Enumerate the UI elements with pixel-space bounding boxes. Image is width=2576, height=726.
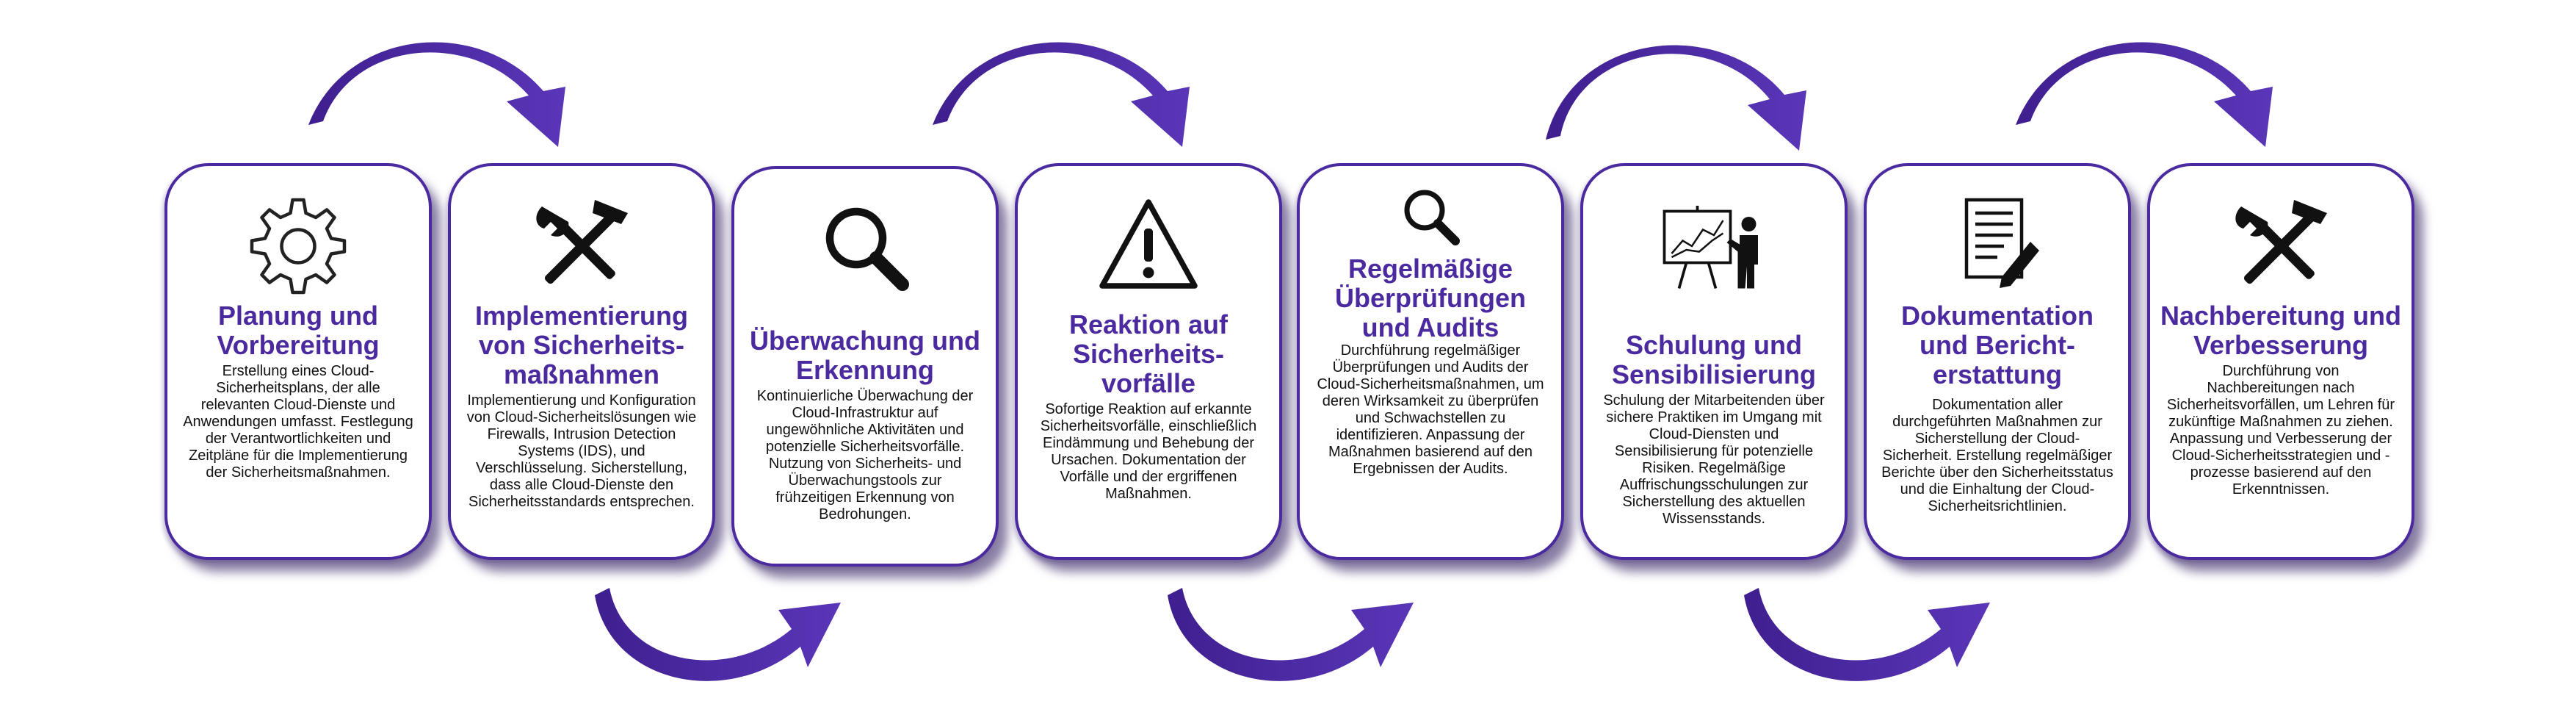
step-description: Durchführung regelmäßiger Überprüfungen …: [1317, 342, 1544, 477]
step-card-nachbereitung: Nachbereitung und Verbesserung Durchführ…: [2147, 163, 2414, 560]
step-description: Schulung der Mitarbeitenden über sichere…: [1603, 392, 1825, 527]
warning-icon: [1086, 191, 1211, 301]
step-card-ueberwachung: Überwachung und Erkennung Kontinuierlich…: [731, 166, 999, 567]
arrow-step2-to-step3: [595, 588, 841, 681]
step-description: Erstellung eines Cloud-Sicherheitsplans,…: [183, 363, 413, 481]
arrow-step3-to-step4: [933, 42, 1190, 147]
arrow-step5-to-step6: [1546, 45, 1806, 151]
arrow-step4-to-step5: [1168, 588, 1414, 681]
step-card-implementierung: Implementierung von Sicherheits-maßnahme…: [448, 163, 715, 560]
arrow-step7-to-step8: [2016, 42, 2273, 147]
step-description: Durchführung von Nachbereitungen nach Si…: [2166, 363, 2395, 497]
step-title: Überwachung und Erkennung: [750, 326, 980, 385]
step-title: Regelmäßige Überprüfungen und Audits: [1335, 254, 1526, 342]
presentation-icon: [1651, 191, 1776, 301]
magnifier-icon: [1368, 181, 1493, 254]
step-title: Planung und Vorbereitung: [217, 301, 380, 360]
step-card-reaktion: Reaktion auf Sicherheits-vorfälle Sofort…: [1015, 163, 1282, 560]
step-card-schulung: Schulung und Sensibilisierung Schulung d…: [1580, 163, 1848, 560]
gear-icon: [236, 191, 361, 301]
arrow-step6-to-step7: [1744, 588, 1990, 681]
step-description: Sofortige Reaktion auf erkannte Sicherhe…: [1040, 401, 1257, 502]
step-title: Implementierung von Sicherheits-maßnahme…: [474, 301, 689, 389]
step-title: Nachbereitung und Verbesserung: [2160, 301, 2401, 360]
step-description: Kontinuierliche Überwachung der Cloud-In…: [756, 388, 974, 522]
tools-icon: [2218, 191, 2343, 301]
step-description: Implementierung und Konfiguration von Cl…: [466, 392, 697, 510]
step-title: Dokumentation und Bericht-erstattung: [1900, 301, 2094, 389]
step-card-audits: Regelmäßige Überprüfungen und Audits Dur…: [1297, 163, 1564, 560]
magnifier-icon: [803, 194, 927, 304]
step-card-dokumentation: Dokumentation und Bericht-erstattung Dok…: [1864, 163, 2131, 560]
step-title: Reaktion auf Sicherheits-vorfälle: [1068, 309, 1229, 398]
step-description: Dokumentation aller durchgeführten Maßna…: [1881, 397, 2113, 514]
step-card-planung: Planung und Vorbereitung Erstellung eine…: [164, 163, 432, 560]
tools-icon: [519, 191, 644, 301]
document-icon: [1935, 191, 2060, 301]
arrow-step1-to-step2: [308, 42, 565, 147]
step-title: Schulung und Sensibilisierung: [1611, 330, 1817, 389]
